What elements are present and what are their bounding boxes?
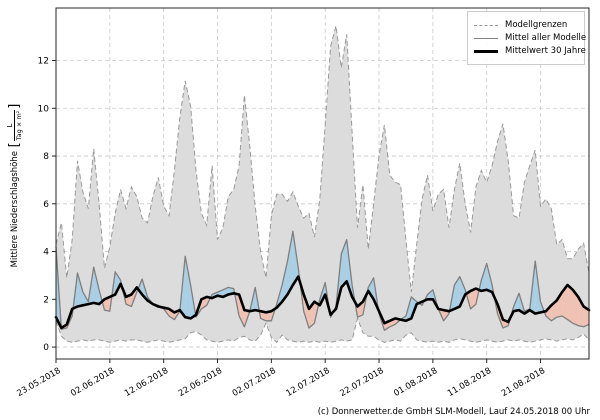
svg-text:23.05.2018: 23.05.2018 bbox=[15, 366, 62, 399]
unit-bracket-left: [ bbox=[7, 142, 22, 148]
svg-text:12.06.2018: 12.06.2018 bbox=[123, 366, 170, 399]
legend-entry-mittel-aller-modelle: Mittel aller Modelle bbox=[474, 33, 586, 43]
legend-entry-mittelwert-30-jahre: Mittelwert 30 Jahre bbox=[474, 46, 586, 56]
gray-line-sample-icon bbox=[474, 37, 498, 39]
legend-entry-modellgrenzen: Modellgrenzen bbox=[474, 20, 578, 30]
svg-text:10: 10 bbox=[38, 104, 50, 114]
svg-text:2: 2 bbox=[43, 295, 49, 305]
y-axis-label: Mittlere Niederschlagshöhe [L Tag × m²] bbox=[6, 35, 26, 335]
svg-text:8: 8 bbox=[43, 152, 49, 162]
unit-numerator: L bbox=[6, 109, 15, 142]
svg-text:11.08.2018: 11.08.2018 bbox=[446, 366, 493, 399]
svg-text:02.06.2018: 02.06.2018 bbox=[69, 366, 116, 399]
unit-bracket-right: ] bbox=[7, 103, 22, 109]
svg-text:02.07.2018: 02.07.2018 bbox=[231, 366, 278, 399]
svg-text:0: 0 bbox=[43, 343, 49, 353]
legend-label: Mittel aller Modelle bbox=[505, 33, 587, 43]
dashed-line-sample-icon bbox=[474, 24, 498, 26]
svg-text:22.06.2018: 22.06.2018 bbox=[177, 366, 224, 399]
svg-text:21.08.2018: 21.08.2018 bbox=[500, 366, 547, 399]
unit-denominator: Tag × m² bbox=[15, 110, 23, 141]
svg-text:01.08.2018: 01.08.2018 bbox=[392, 366, 439, 399]
legend-label: Mittelwert 30 Jahre bbox=[505, 46, 586, 56]
svg-text:22.07.2018: 22.07.2018 bbox=[338, 366, 385, 399]
legend: Modellgrenzen Mittel aller Modelle Mitte… bbox=[467, 11, 586, 65]
unit-fraction: L Tag × m² bbox=[6, 109, 23, 142]
legend-label: Modellgrenzen bbox=[505, 20, 568, 30]
svg-text:4: 4 bbox=[43, 248, 49, 258]
y-axis-label-text: Mittlere Niederschlagshöhe bbox=[10, 151, 20, 268]
svg-text:12: 12 bbox=[38, 57, 49, 67]
svg-text:12.07.2018: 12.07.2018 bbox=[285, 366, 332, 399]
svg-text:6: 6 bbox=[43, 200, 49, 210]
black-line-sample-icon bbox=[474, 49, 498, 53]
copyright-text: (c) Donnerwetter.de GmbH SLM-Modell, Lau… bbox=[317, 407, 590, 417]
